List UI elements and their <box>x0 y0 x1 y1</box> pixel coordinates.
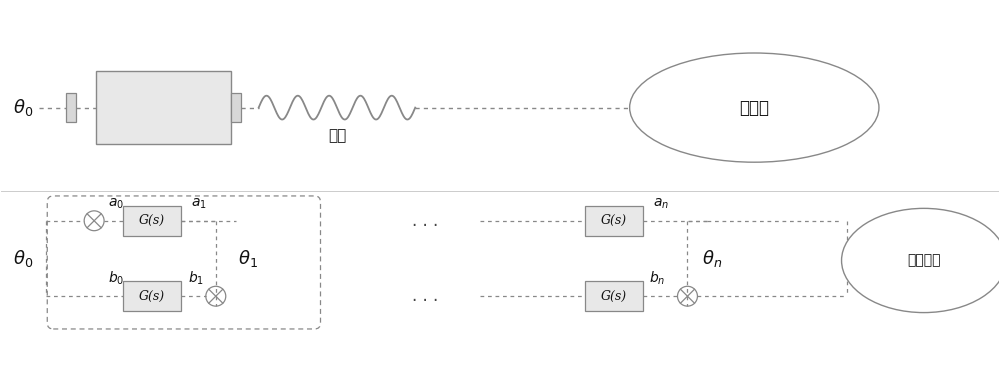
FancyBboxPatch shape <box>585 281 643 311</box>
Text: $a_n$: $a_n$ <box>653 197 669 211</box>
Text: $b_n$: $b_n$ <box>649 269 666 287</box>
Text: G(s): G(s) <box>601 290 627 303</box>
Text: $\theta_0$: $\theta_0$ <box>13 97 34 118</box>
Text: $\theta_n$: $\theta_n$ <box>702 248 723 269</box>
Text: $b_1$: $b_1$ <box>188 269 204 287</box>
Text: $\theta_0$: $\theta_0$ <box>13 248 34 269</box>
Text: G(s): G(s) <box>139 290 165 303</box>
Text: 关节: 关节 <box>328 128 346 143</box>
FancyBboxPatch shape <box>123 206 181 236</box>
Text: . . .: . . . <box>412 212 438 230</box>
Text: . . .: . . . <box>412 287 438 305</box>
Text: 边界条件: 边界条件 <box>907 254 941 268</box>
Text: $b_0$: $b_0$ <box>108 269 124 287</box>
FancyBboxPatch shape <box>585 206 643 236</box>
FancyBboxPatch shape <box>96 71 231 144</box>
FancyBboxPatch shape <box>231 93 241 122</box>
Ellipse shape <box>842 208 1000 313</box>
Ellipse shape <box>630 53 879 162</box>
Text: 柔性臂: 柔性臂 <box>739 99 769 117</box>
Text: G(s): G(s) <box>601 214 627 227</box>
FancyBboxPatch shape <box>66 93 76 122</box>
Text: $a_1$: $a_1$ <box>191 197 207 211</box>
Text: $a_0$: $a_0$ <box>108 197 124 211</box>
Text: $\theta_1$: $\theta_1$ <box>238 248 258 269</box>
FancyBboxPatch shape <box>123 281 181 311</box>
Text: G(s): G(s) <box>139 214 165 227</box>
